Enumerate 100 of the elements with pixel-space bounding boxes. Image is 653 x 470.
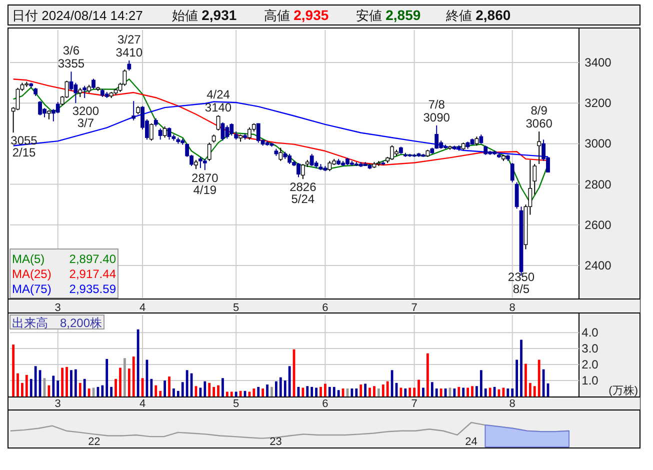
bar (462, 388, 465, 396)
bar (422, 388, 424, 396)
annotation: 2,935.59 (69, 282, 116, 296)
x-tick-label: 22 (88, 436, 100, 448)
y-tick-label: 3.0 (582, 342, 599, 356)
bar (386, 381, 389, 396)
candlestick (328, 160, 332, 172)
bar (226, 392, 228, 396)
bar (484, 388, 487, 396)
candlestick (202, 158, 207, 171)
bar (56, 380, 60, 396)
bar (466, 388, 469, 396)
candlestick (78, 87, 82, 98)
bar (61, 368, 64, 396)
annotation: 2826 (290, 180, 316, 194)
bar (168, 376, 170, 396)
x-tick-label: 5 (233, 302, 240, 314)
bar (382, 384, 384, 396)
bar (430, 382, 434, 396)
bar (212, 386, 216, 396)
x-tick-label: 3 (54, 302, 61, 314)
y-tick-label: 2400 (584, 258, 612, 273)
bar (150, 378, 153, 396)
bar (262, 388, 264, 396)
bar (418, 380, 420, 396)
bar (355, 388, 358, 396)
text: 終値 2,860 (445, 7, 511, 23)
bar (78, 382, 82, 396)
candlestick (122, 69, 127, 86)
bar (106, 358, 108, 396)
candlestick (310, 153, 314, 167)
chart-title: 出来高 8,200株 (12, 316, 102, 330)
y-tick-label: 3200 (584, 96, 612, 110)
candlestick (479, 134, 484, 144)
bar (270, 386, 273, 396)
bar (159, 390, 162, 396)
candlestick (300, 164, 305, 180)
bar (511, 388, 514, 396)
bar (435, 388, 438, 396)
annotation: 7/8 (428, 97, 445, 112)
x-tick-label: 6 (322, 302, 328, 314)
candlestick (514, 182, 519, 210)
bar (114, 378, 117, 396)
candlestick (484, 145, 488, 156)
bar (332, 386, 336, 396)
candlestick (74, 82, 78, 104)
annotation: 3140 (204, 100, 232, 114)
annotation: 2870 (192, 171, 218, 186)
bar (110, 386, 113, 396)
x-tick-label: 4 (139, 302, 146, 314)
candlestick (56, 102, 60, 114)
bar (302, 388, 304, 396)
bar (516, 360, 518, 396)
annotation: 2/15 (12, 146, 36, 160)
bar (252, 388, 256, 396)
bar (520, 340, 522, 396)
bar (524, 364, 527, 396)
bar (306, 386, 309, 396)
bar (284, 380, 286, 396)
bar (204, 381, 206, 396)
bar (440, 388, 442, 396)
y-axis-title: (万株) (608, 384, 638, 397)
annotation: 3/27 (117, 32, 141, 46)
candlestick (132, 100, 136, 121)
bar (337, 390, 340, 396)
bar (70, 370, 72, 396)
candlestick (149, 122, 154, 142)
annotation: 3060 (526, 116, 552, 131)
candlestick (127, 60, 132, 72)
bar (458, 386, 460, 396)
annotation: 3055 (10, 134, 38, 148)
text: 始値 2,931 (172, 7, 237, 23)
bar (12, 344, 14, 396)
bar (471, 386, 474, 396)
bar (426, 353, 429, 396)
bar (408, 388, 412, 396)
text: 安値 2,859 (356, 7, 421, 23)
candlestick (225, 124, 230, 140)
bar (176, 390, 180, 396)
annotation: 2,897.40 (69, 252, 116, 266)
bar (128, 368, 130, 396)
annotation: 3355 (58, 56, 85, 71)
annotation: 3/7 (77, 116, 94, 130)
candlestick (194, 159, 198, 170)
bar (181, 382, 184, 396)
candlestick (537, 131, 542, 164)
bar (413, 388, 416, 396)
bar (373, 386, 376, 396)
bar (164, 380, 166, 396)
bar (30, 378, 32, 396)
annotation: 5/24 (291, 192, 315, 206)
bar (52, 376, 55, 396)
text: MA(5) (12, 252, 45, 266)
bar (172, 388, 175, 396)
bar (234, 392, 238, 396)
bar (350, 388, 354, 396)
bar (123, 358, 126, 396)
bar (288, 366, 291, 396)
bar (368, 388, 371, 396)
bar (488, 388, 492, 396)
